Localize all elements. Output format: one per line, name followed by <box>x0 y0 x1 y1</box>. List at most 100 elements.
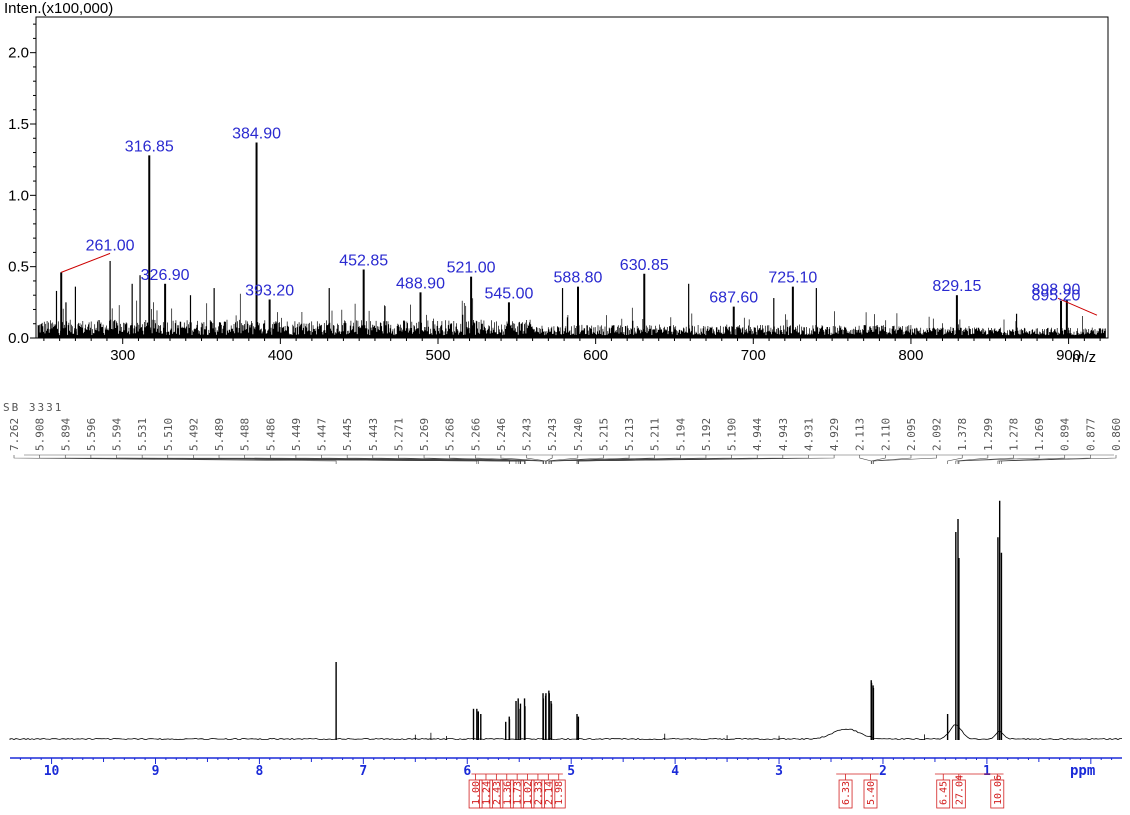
nmr-x-axis-unit: ppm <box>1070 763 1095 779</box>
nmr-peak-label: 5.246 <box>495 418 508 451</box>
nmr-peak-label: 5.190 <box>726 418 739 451</box>
nmr-label-connector <box>955 455 989 464</box>
ms-peak-label: 488.90 <box>396 275 445 292</box>
nmr-axis-tick-label: 3 <box>775 764 783 779</box>
nmr-integral-label: 1.98 <box>554 781 565 805</box>
nmr-peak-label: 5.510 <box>162 418 175 451</box>
nmr-label-connector <box>545 455 553 464</box>
ms-x-tick-label: 800 <box>898 347 923 364</box>
ms-peak-label: 521.00 <box>447 260 496 277</box>
nmr-peak-label: 0.894 <box>1059 418 1072 451</box>
nmr-peak-label: 2.095 <box>905 418 918 451</box>
ms-peak-label: 725.10 <box>768 270 817 287</box>
ms-peak-label: 393.20 <box>245 282 294 299</box>
nmr-axis-tick-label: 7 <box>359 764 367 779</box>
nmr-label-connector <box>872 455 912 464</box>
ms-peak-label: 687.60 <box>709 290 758 307</box>
nmr-baseline <box>9 724 1122 741</box>
nmr-axis-tick-label: 10 <box>44 764 60 779</box>
nmr-label-connector <box>947 455 963 464</box>
nmr-peak-label: 5.596 <box>85 418 98 451</box>
nmr-peak-label: 5.489 <box>213 418 226 451</box>
ms-label-leader <box>1057 297 1098 316</box>
nmr-axis-tick-label: 5 <box>567 764 575 779</box>
nmr-label-connector <box>871 455 886 464</box>
ms-peak-label: 588.80 <box>554 270 603 287</box>
nmr-label-connector <box>13 455 337 464</box>
nmr-peak-label: 5.531 <box>136 418 149 451</box>
ms-peak-label: 545.00 <box>484 285 533 302</box>
nmr-integral-label: 2.14 <box>544 781 555 805</box>
nmr-peak-label: 5.268 <box>444 418 457 451</box>
ms-y-axis-label: Inten.(x100,000) <box>4 0 113 17</box>
nmr-peak-label: 4.929 <box>828 418 841 451</box>
nmr-peak-label: 5.211 <box>649 418 662 451</box>
nmr-spectrum-chart: SB 3331 7.262 5.908 5.894 5.596 5.594 5.531 5.… <box>3 401 1123 809</box>
nmr-peak-label: 2.110 <box>879 418 892 451</box>
ms-x-tick-label: 700 <box>741 347 766 364</box>
nmr-integral-label: 1.00 <box>471 781 482 805</box>
ms-peak-label: 898.90 <box>1032 282 1081 299</box>
nmr-axis-tick-label: 2 <box>879 764 887 779</box>
ms-peaks <box>55 142 1068 338</box>
nmr-label-connector <box>578 455 835 464</box>
nmr-peak-label: 5.194 <box>674 418 687 451</box>
ms-y-tick-label: 0.5 <box>8 259 29 276</box>
nmr-integral-label: 2.33 <box>533 781 544 805</box>
nmr-label-connector <box>958 455 1040 464</box>
nmr-label-connector <box>548 455 655 464</box>
nmr-sample-title: SB 3331 <box>3 401 63 414</box>
mass-spectrum-chart: Inten.(x100,000) 0.0 0.5 1.0 1.5 2.0 300 400 50… <box>4 0 1109 366</box>
nmr-peak-label: 5.594 <box>111 418 124 451</box>
nmr-ppm-axis: 10 9 8 7 6 5 4 3 2 1 <box>10 757 1122 779</box>
ms-y-tick-label: 2.0 <box>8 45 29 62</box>
nmr-integrals: 1.00 1.24 2.43 1.36 1.73 1.02 2.33 2.14 1.98 6.33… <box>468 773 1005 809</box>
ms-y-tick-label: 0.0 <box>8 330 29 347</box>
nmr-axis-tick-label: 8 <box>256 764 264 779</box>
nmr-peak-label: 4.944 <box>751 418 764 451</box>
ms-peak-labels: 261.00 316.85 326.90 384.90 393.20 452.85 488.… <box>61 126 1098 316</box>
nmr-label-connector <box>475 455 544 464</box>
nmr-integral-label: 6.33 <box>841 781 852 805</box>
ms-x-tick-label: 400 <box>268 347 293 364</box>
nmr-peak-label: 5.243 <box>546 418 559 451</box>
nmr-label-connector <box>551 455 732 464</box>
nmr-peak-label: 7.262 <box>8 418 21 451</box>
ms-peak-label: 829.15 <box>932 278 981 295</box>
nmr-peak-label: 5.447 <box>316 418 329 451</box>
nmr-peak-label: 5.445 <box>341 418 354 451</box>
nmr-axis-tick-label: 1 <box>983 764 991 779</box>
nmr-peak-label: 5.443 <box>367 418 380 451</box>
nmr-axis-tick-label: 6 <box>463 764 471 779</box>
nmr-peak-label: 1.269 <box>1033 418 1046 451</box>
nmr-peak-label: 1.299 <box>982 418 995 451</box>
ms-y-tick-label: 1.0 <box>8 187 29 204</box>
ms-x-tick-label: 900 <box>1056 347 1081 364</box>
nmr-axis-tick-label: 9 <box>152 764 160 779</box>
nmr-peak-label: 5.269 <box>418 418 431 451</box>
nmr-integral-label: 2.43 <box>492 781 503 805</box>
ms-x-tick-label: 300 <box>110 347 135 364</box>
nmr-peak-label: 4.931 <box>802 418 815 451</box>
nmr-axis-tick-label: 4 <box>671 764 679 779</box>
nmr-peak-label: 2.092 <box>931 418 944 451</box>
nmr-peak-label: 1.278 <box>1007 418 1020 451</box>
nmr-peak-label: 5.449 <box>290 418 303 451</box>
nmr-label-connector <box>997 455 1066 464</box>
nmr-integral-label: 27.04 <box>954 775 965 805</box>
nmr-peak-label: 4.943 <box>777 418 790 451</box>
nmr-integral-label: 6.45 <box>939 781 950 805</box>
nmr-spectrum-trace <box>9 500 1122 741</box>
ms-label-leader <box>61 252 111 273</box>
nmr-label-connector <box>372 455 526 464</box>
nmr-peak-label: 5.488 <box>239 418 252 451</box>
ms-peak-label: 326.90 <box>141 267 190 284</box>
nmr-peak-label: 5.243 <box>521 418 534 451</box>
nmr-peak-label: 5.486 <box>264 418 277 451</box>
nmr-peak-label: 5.213 <box>623 418 636 451</box>
ms-peak-label: 261.00 <box>86 237 135 254</box>
nmr-label-connector <box>545 455 579 464</box>
ms-noise-lines <box>37 293 1106 338</box>
nmr-peak-labels: 7.262 5.908 5.894 5.596 5.594 5.531 5.510 5.492… <box>8 418 1123 464</box>
